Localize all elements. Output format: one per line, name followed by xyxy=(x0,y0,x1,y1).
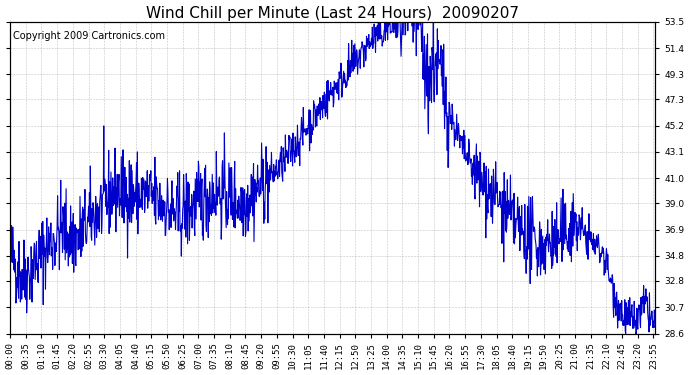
Text: Copyright 2009 Cartronics.com: Copyright 2009 Cartronics.com xyxy=(13,31,166,41)
Title: Wind Chill per Minute (Last 24 Hours)  20090207: Wind Chill per Minute (Last 24 Hours) 20… xyxy=(146,6,519,21)
